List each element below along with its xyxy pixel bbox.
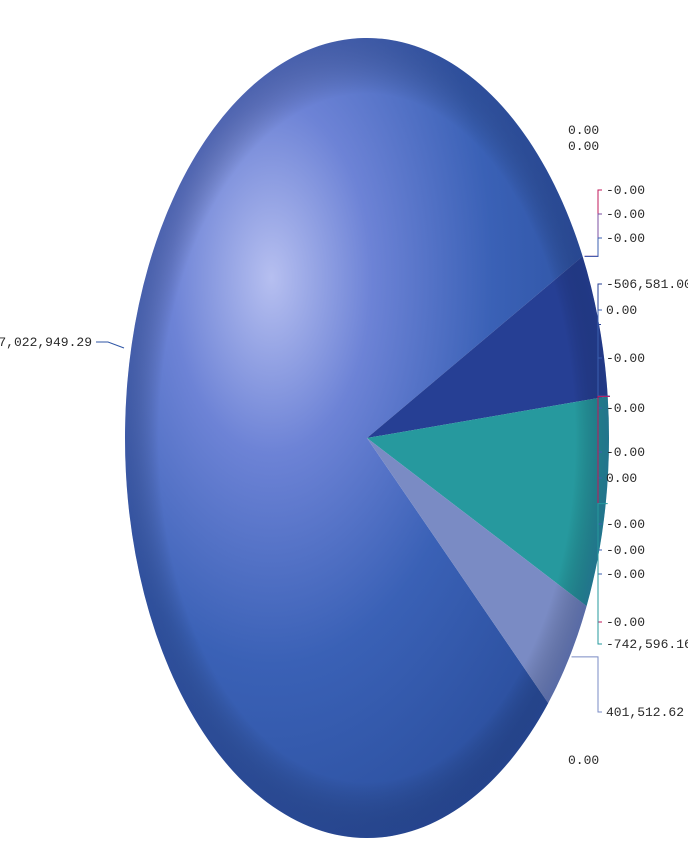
leader-line-main	[96, 341, 125, 349]
leader-line-3	[584, 189, 602, 257]
data-label-5: -0.00	[606, 231, 645, 246]
leader-line-17	[571, 656, 602, 713]
data-label-1: 0.00	[568, 123, 599, 138]
data-label-9: -0.00	[606, 401, 645, 416]
data-label-18: 0.00	[568, 753, 599, 768]
data-label-7: 0.00	[606, 303, 637, 318]
data-label-13: -0.00	[606, 543, 645, 558]
data-label-17: 401,512.62	[606, 705, 684, 720]
pie-slices	[124, 37, 610, 838]
leader-line-5	[584, 237, 602, 257]
leader-line-16	[597, 503, 608, 645]
pie-rim-shade	[125, 38, 609, 838]
data-label-12: -0.00	[606, 517, 645, 532]
leader-line-4	[584, 213, 602, 257]
leader-line-6	[597, 283, 602, 325]
data-label-14: -0.00	[606, 567, 645, 582]
leader-lines	[96, 189, 610, 713]
data-label-15: -0.00	[606, 615, 645, 630]
data-label-10: -0.00	[606, 445, 645, 460]
data-label-11: 0.00	[606, 471, 637, 486]
data-label-6: -506,581.00	[606, 277, 688, 292]
data-label-2: 0.00	[568, 139, 599, 154]
data-label-main: 7,022,949.29	[0, 335, 92, 350]
data-label-8: -0.00	[606, 351, 645, 366]
data-label-16: -742,596.16	[606, 637, 688, 652]
data-labels: 7,022,949.290.000.00-0.00-0.00-0.00-506,…	[0, 123, 688, 768]
data-label-4: -0.00	[606, 207, 645, 222]
data-label-3: -0.00	[606, 183, 645, 198]
